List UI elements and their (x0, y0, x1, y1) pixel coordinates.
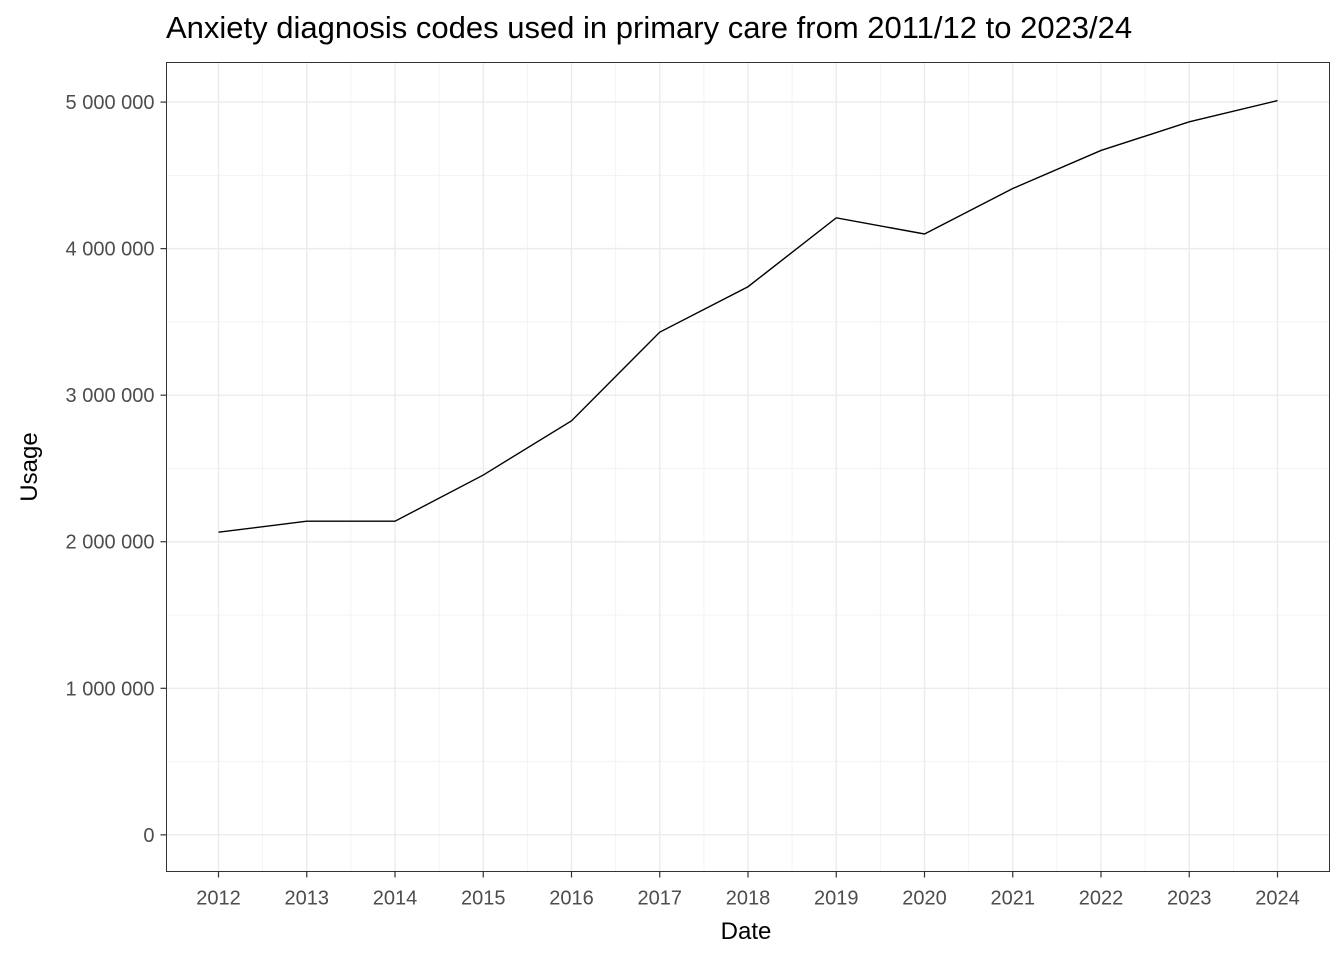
x-tick-label: 2021 (991, 888, 1036, 910)
y-tick-label: 4 000 000 (66, 239, 155, 261)
x-tick-label: 2013 (285, 888, 330, 910)
y-tick-label: 1 000 000 (66, 678, 155, 700)
major-gridlines (166, 62, 1330, 872)
x-tick-label: 2019 (814, 888, 859, 910)
chart-title: Anxiety diagnosis codes used in primary … (166, 10, 1133, 45)
y-tick-label: 3 000 000 (66, 385, 155, 407)
y-tick-label: 0 (143, 825, 154, 847)
x-tick-label: 2017 (638, 888, 683, 910)
y-axis-title: Usage (16, 432, 43, 501)
x-tick-label: 2023 (1167, 888, 1212, 910)
x-tick-label: 2020 (902, 888, 947, 910)
x-tick-label: 2014 (373, 888, 418, 910)
x-axis: 2012 2013 2014 2015 2016 2017 2018 2019 2020 2021… (196, 871, 1300, 910)
y-axis: 0 1 000 000 2 000 000 3 000 000 4 000 000 5 0… (66, 92, 167, 847)
x-tick-label: 2015 (461, 888, 506, 910)
x-axis-title: Date (721, 918, 772, 945)
y-tick-label: 5 000 000 (66, 92, 155, 114)
y-tick-label: 2 000 000 (66, 532, 155, 554)
x-tick-label: 2018 (726, 888, 771, 910)
x-tick-label: 2012 (196, 888, 241, 910)
series-line-usage (218, 99, 1278, 533)
x-tick-label: 2024 (1255, 888, 1300, 910)
x-tick-label: 2022 (1079, 888, 1124, 910)
x-tick-label: 2016 (549, 888, 594, 910)
